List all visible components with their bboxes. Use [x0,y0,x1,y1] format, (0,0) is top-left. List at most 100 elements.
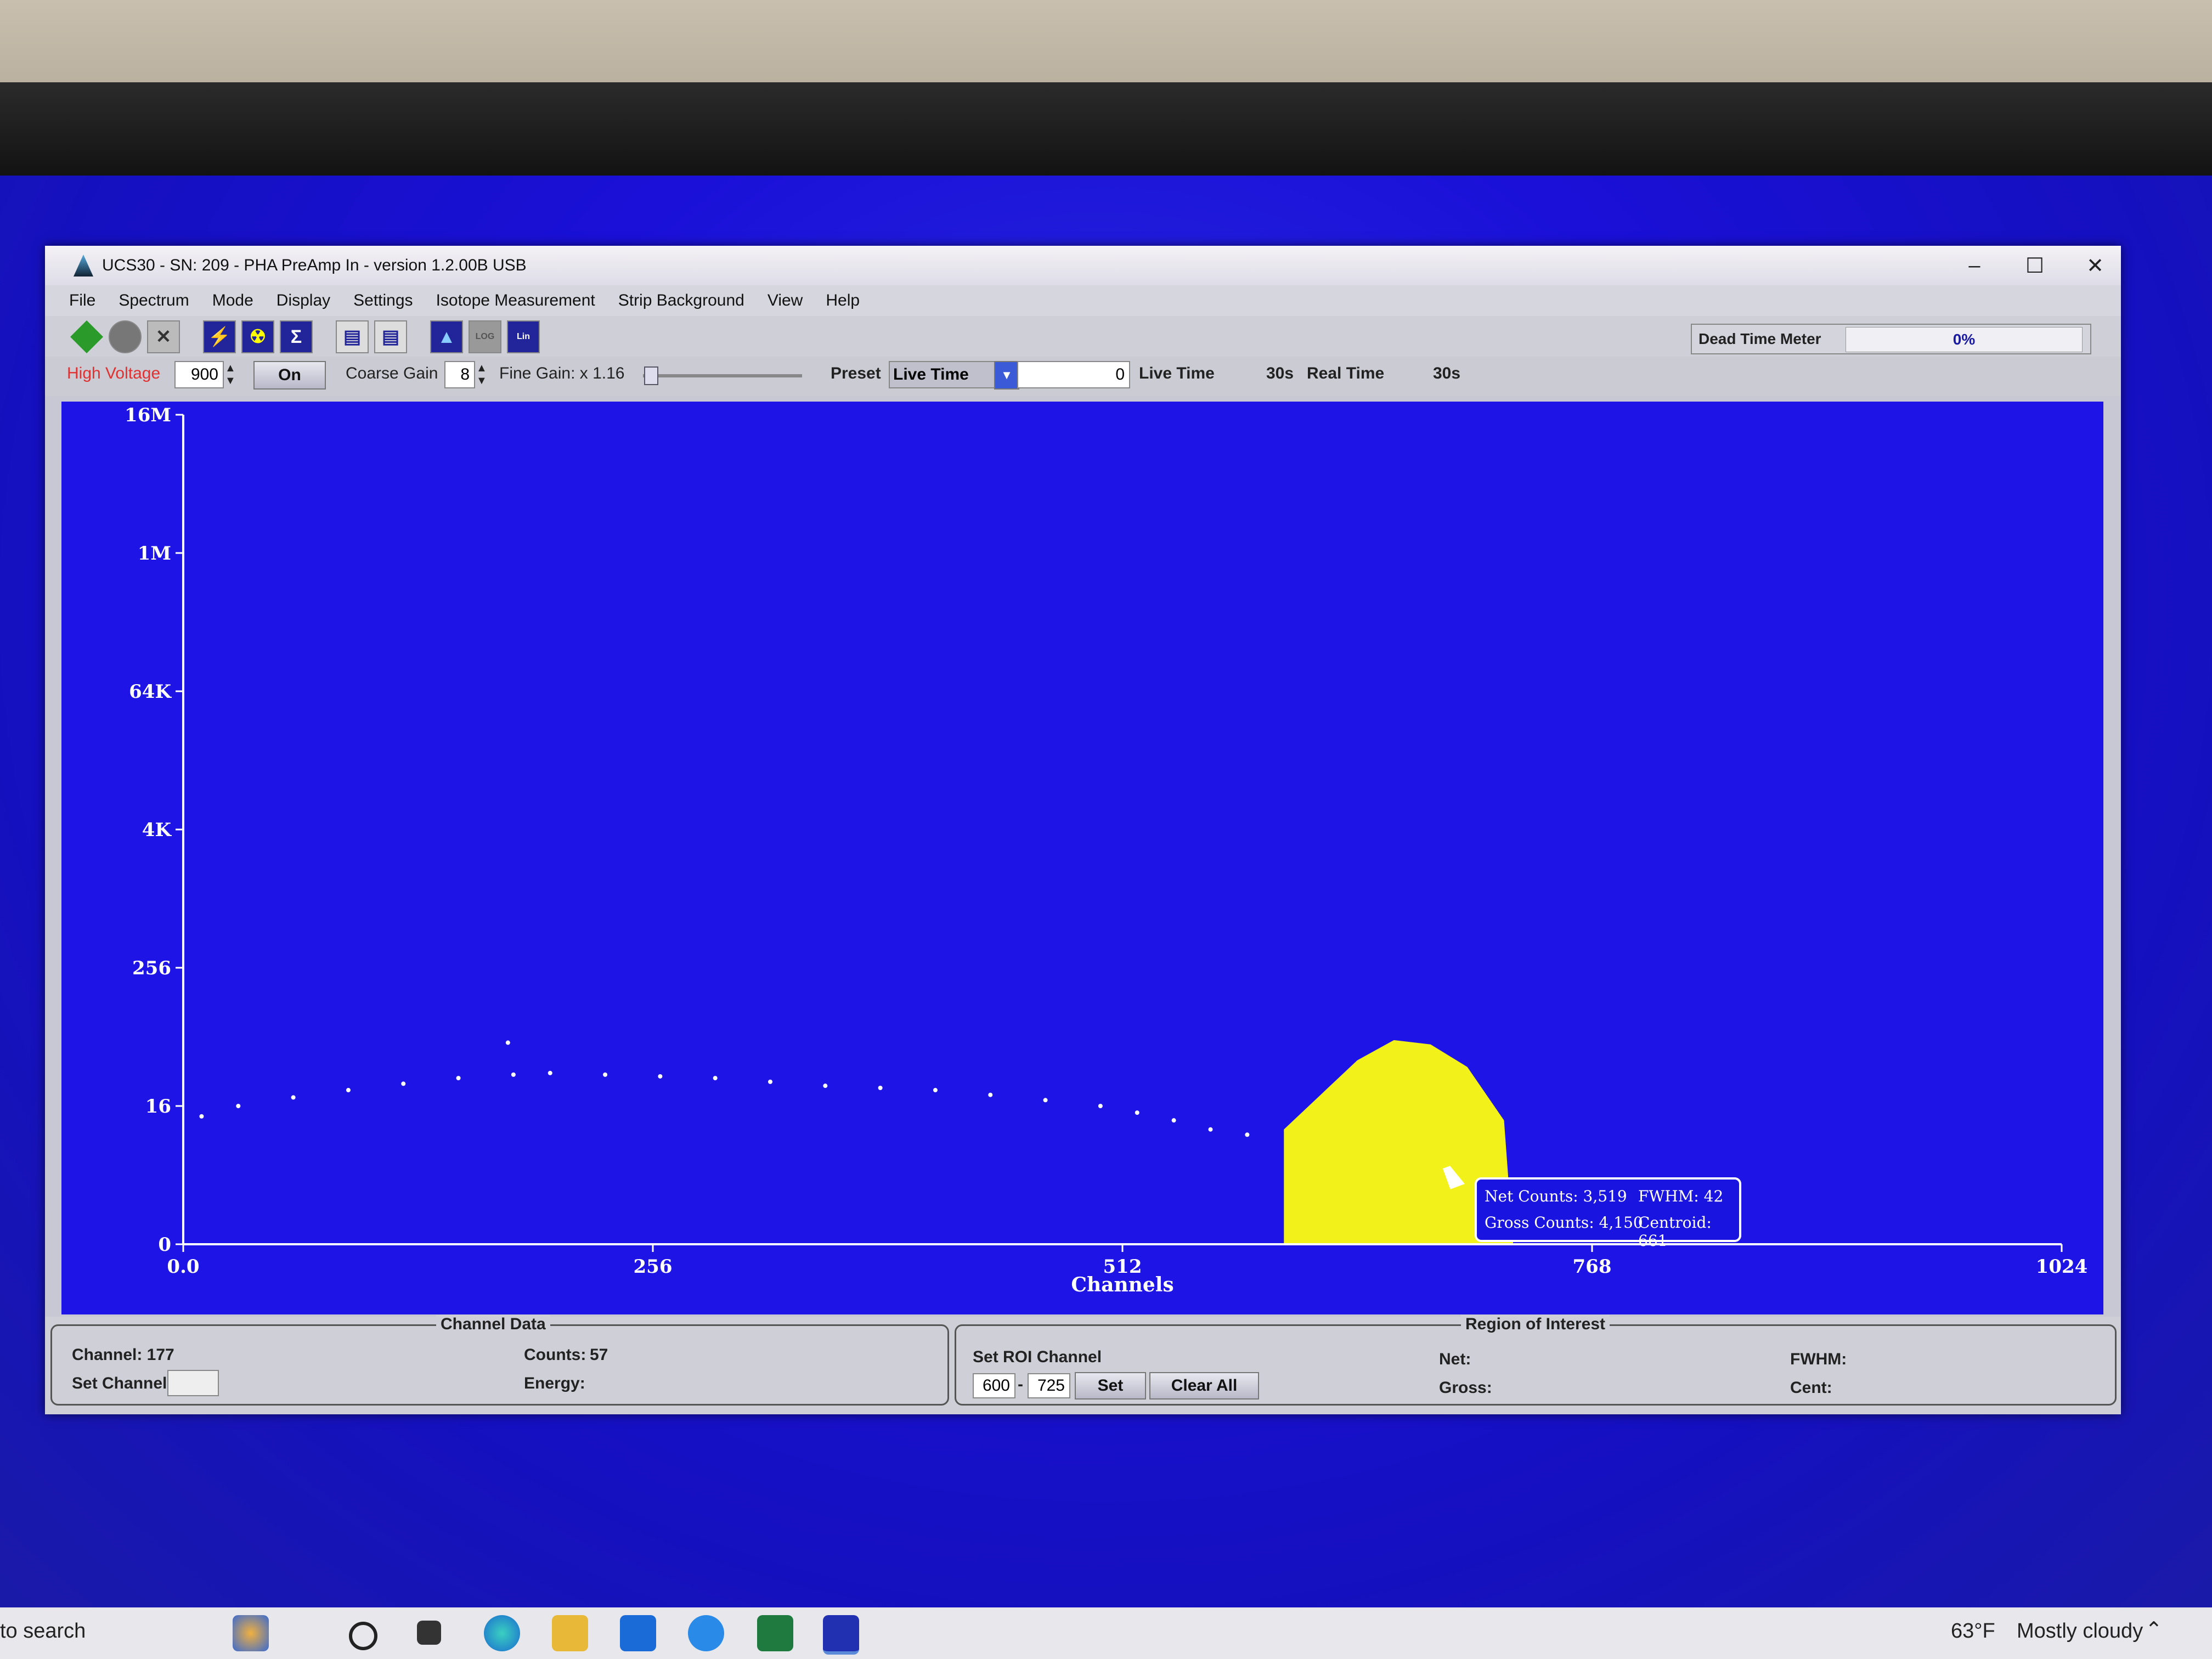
document-icon[interactable]: ▤ [336,320,369,353]
hv-on-button[interactable]: On [253,361,326,390]
roi-dash: - [1018,1375,1023,1393]
data-point [1043,1098,1048,1103]
menu-file[interactable]: File [69,291,96,309]
spectrum-chart[interactable]: 0 16 256 4K 64K 1M 16M 0.0 256 512 768 1024 Channels [61,402,2103,1314]
menu-settings[interactable]: Settings [353,291,413,309]
y-tick-label: 4K [142,819,172,841]
app-window: UCS30 - SN: 209 - PHA PreAmp In - versio… [45,246,2121,1414]
menu-view[interactable]: View [767,291,803,309]
document-copy-icon[interactable]: ▤ [374,320,407,353]
weather-condition[interactable]: Mostly cloudy [2017,1620,2143,1643]
window-title: UCS30 - SN: 209 - PHA PreAmp In - versio… [102,256,527,274]
sigma-icon[interactable]: Σ [280,320,313,353]
weather-temperature[interactable]: 63°F [1951,1620,1995,1643]
toolbar: ✕ ⚡ ☢ Σ ▤ ▤ ▲ LOG Lin Dead Time Meter 0% [45,316,2121,357]
bottom-panels: Channel Data Channel: 177 Set Channel Co… [45,1315,2121,1414]
roi-net-label: Net: [1439,1350,1471,1368]
app-shortcut-icon[interactable] [688,1615,724,1651]
ucs30-taskbar-icon[interactable] [823,1615,859,1655]
radiation-icon[interactable]: ☢ [241,320,274,353]
spectrum-plot[interactable]: 0 16 256 4K 64K 1M 16M 0.0 256 512 768 1024 Channels… [61,402,2103,1314]
minimize-icon[interactable]: – [1968,253,1980,277]
preset-value-input[interactable]: 0 [1017,361,1130,388]
high-voltage-input[interactable]: 900 [174,361,224,388]
menu-help[interactable]: Help [826,291,860,309]
x-axis-label: Channels [1071,1273,1173,1296]
clear-icon[interactable]: ✕ [147,320,180,353]
roi-fill[interactable] [1284,1040,1514,1244]
counts-label: Counts: [524,1346,586,1364]
roi-from-input[interactable]: 600 [973,1373,1015,1398]
coarse-gain-spinner-icon[interactable]: ▲ ▼ [476,362,487,387]
menu-mode[interactable]: Mode [212,291,253,309]
data-point [456,1076,461,1081]
cortana-icon[interactable] [349,1622,377,1650]
menu-bar: File Spectrum Mode Display Settings Isot… [45,285,2121,316]
data-point [1171,1118,1176,1123]
data-point [1208,1127,1213,1132]
y-tick-label: 16M [125,404,171,426]
start-icon[interactable] [70,320,103,353]
fine-gain-label: Fine Gain: x 1.16 [499,364,625,382]
fine-gain-slider-thumb[interactable] [644,366,658,385]
roi-clear-all-button[interactable]: Clear All [1149,1372,1259,1400]
channel-data-panel: Channel Data Channel: 177 Set Channel Co… [50,1315,949,1406]
roi-fwhm-label: FWHM: [1790,1350,1847,1368]
close-icon[interactable]: ✕ [2086,254,2104,278]
menu-display[interactable]: Display [276,291,331,309]
set-channel-input[interactable] [167,1370,219,1396]
edge-browser-icon[interactable] [484,1615,520,1651]
maximize-icon[interactable]: ☐ [2025,254,2045,278]
task-view-icon[interactable] [417,1621,441,1645]
chevron-down-icon[interactable]: ▼ [994,361,1019,390]
data-point [199,1114,204,1119]
lightning-icon[interactable]: ⚡ [203,320,236,353]
control-bar: High Voltage 900 ▲ ▼ On Coarse Gain 8 ▲ ▼ … [45,357,2121,396]
real-time-value: 30s [1433,364,1461,382]
counts-value: 57 [590,1346,608,1364]
roi-tooltip: Net Counts: 3,519 FWHM: 42 Gross Counts:… [1475,1177,1741,1250]
channel-data-title: Channel Data [436,1315,550,1334]
mail-icon[interactable] [620,1615,656,1651]
x-tick-label: 256 [634,1256,673,1278]
excel-icon[interactable] [757,1615,793,1651]
data-point [505,1040,510,1045]
high-voltage-label: High Voltage [67,364,161,382]
menu-spectrum[interactable]: Spectrum [119,291,189,309]
y-tick-label: 1M [138,543,171,565]
taskbar: to search 63°F Mostly cloudy ⌃ [0,1607,2212,1659]
coarse-gain-input[interactable]: 8 [444,361,475,388]
x-tick-label: 512 [1103,1256,1142,1278]
data-point [713,1076,718,1081]
chevron-up-icon[interactable]: ⌃ [2145,1618,2163,1641]
search-highlight-icon[interactable] [233,1615,269,1651]
data-point [548,1070,552,1075]
taskbar-search-text[interactable]: to search [0,1620,86,1643]
high-voltage-spinner-icon[interactable]: ▲ ▼ [225,362,236,387]
menu-isotope-measurement[interactable]: Isotope Measurement [436,291,595,309]
menu-strip-background[interactable]: Strip Background [618,291,744,309]
fine-gain-slider[interactable] [643,366,802,385]
stop-icon[interactable] [109,320,142,353]
data-point [511,1072,516,1077]
roi-set-button[interactable]: Set [1075,1372,1146,1400]
preset-mode-select[interactable]: Live Time [889,361,996,388]
roi-title: Region of Interest [1461,1315,1610,1334]
monitor-bezel [0,82,2212,181]
file-explorer-icon[interactable] [552,1615,588,1651]
x-tick-label: 1024 [2036,1256,2088,1278]
dead-time-meter: Dead Time Meter 0% [1691,324,2091,354]
data-point [823,1084,828,1088]
data-point [291,1095,296,1100]
data-point [1245,1132,1250,1137]
data-point [1098,1104,1103,1108]
live-time-value: 30s [1266,364,1294,382]
x-tick-label: 0.0 [167,1256,199,1278]
log-scale-icon[interactable]: LOG [469,320,501,353]
data-point [988,1092,993,1097]
peak-icon[interactable]: ▲ [430,320,463,353]
tooltip-centroid: Centroid: 661 [1638,1214,1712,1250]
roi-to-input[interactable]: 725 [1028,1373,1070,1398]
linear-scale-icon[interactable]: Lin [507,320,540,353]
data-point [933,1088,938,1093]
